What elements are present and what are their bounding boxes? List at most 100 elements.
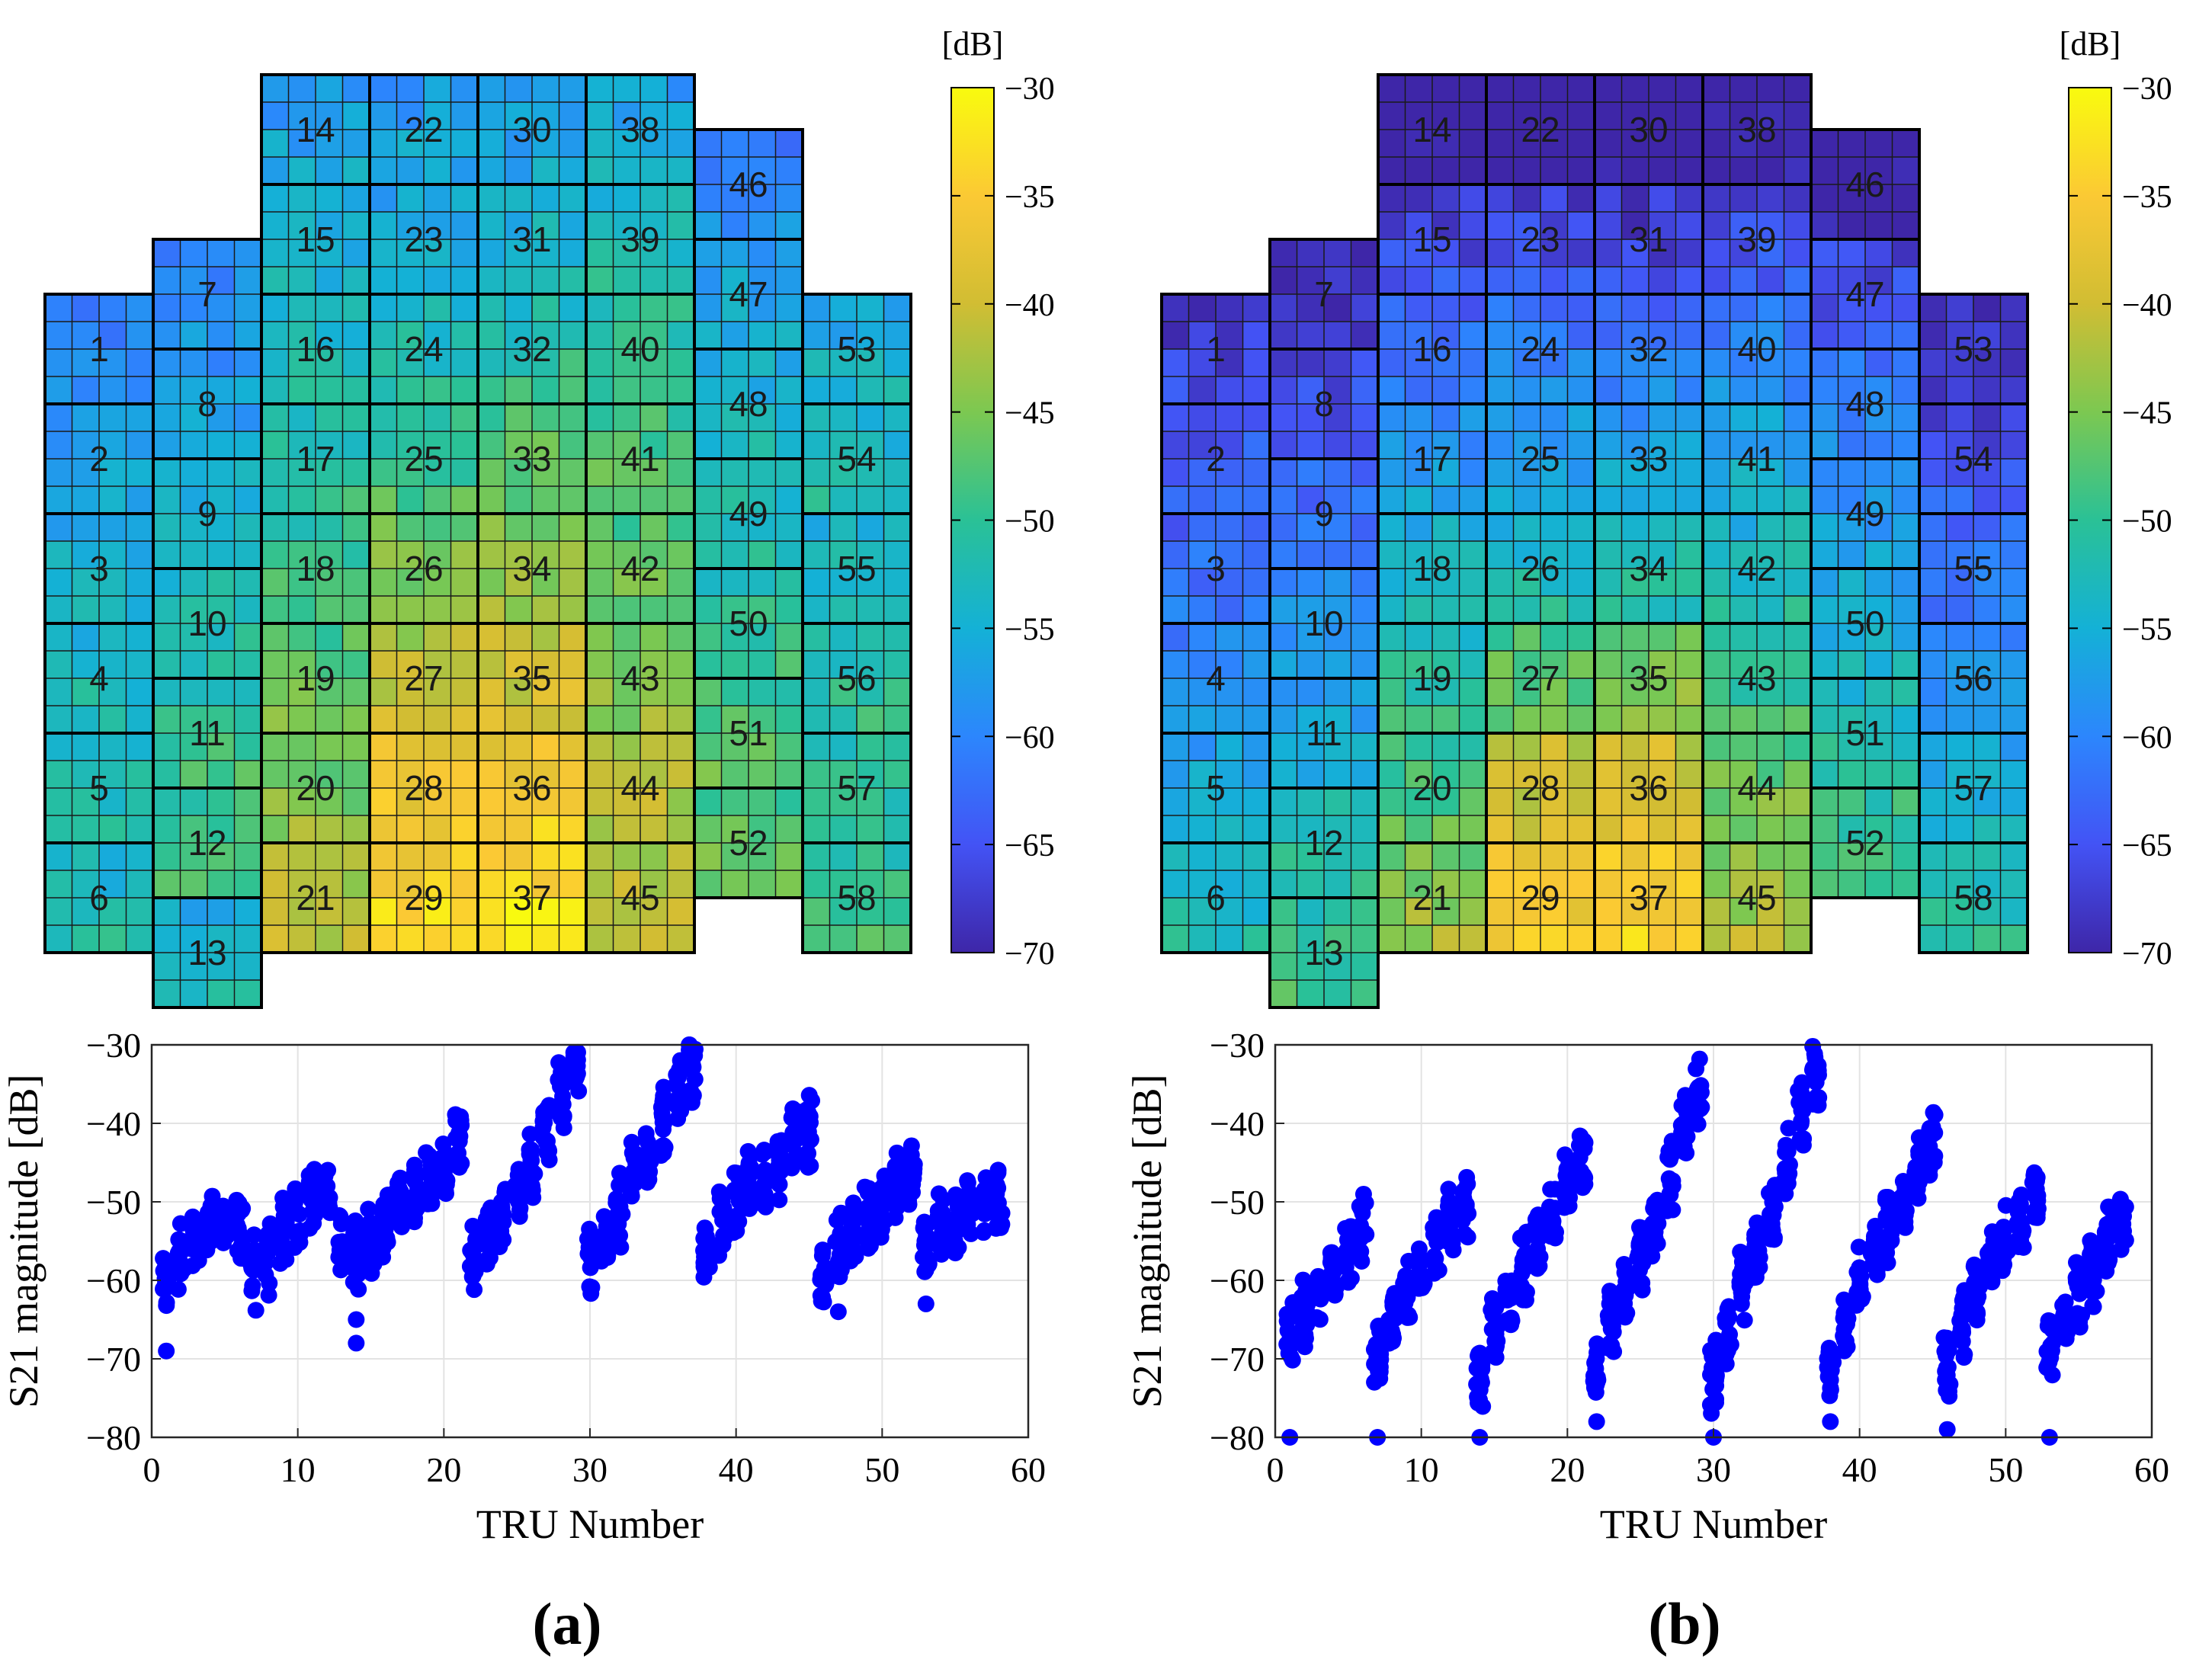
heatmap-cell [1865,267,1893,295]
heatmap-a-tile-borders [43,73,912,1009]
heatmap-cell [1216,294,1244,322]
heatmap-cell [1811,596,1839,624]
heatmap-cell [1432,102,1460,130]
scatter-point [800,1145,817,1162]
tru-label: 25 [404,439,443,479]
heatmap-cell [450,815,479,844]
heatmap-cell [1324,267,1352,295]
heatmap-cell [775,733,803,761]
heatmap-cell [694,376,723,405]
heatmap-cell [478,596,506,624]
heatmap-cell [1946,596,1974,624]
heatmap-cell [1242,788,1271,816]
colorbar-tick-label: −65 [2122,828,2172,863]
heatmap-cell [1378,651,1406,679]
heatmap-cell [1432,596,1460,624]
heatmap-cell [396,184,425,213]
heatmap-cell [829,596,858,624]
heatmap-cell [1838,733,1866,761]
heatmap-cell [261,239,290,267]
heatmap-cell [1973,761,2002,789]
heatmap-cell [1675,706,1704,734]
heatmap-cell [1540,431,1569,460]
heatmap-cell [694,431,723,460]
heatmap-cell [883,431,912,460]
heatmap-cell [1595,294,1623,322]
heatmap-cell [586,486,614,514]
heatmap-cell [180,953,208,981]
heatmap-cell [532,651,560,679]
heatmap-cell [180,239,208,267]
x-tick-label: 60 [1011,1450,1046,1489]
heatmap-cell [1784,733,1812,761]
heatmap-cell [1378,75,1406,103]
heatmap-cell [288,678,316,706]
heatmap-cell [532,898,560,926]
scatter-point [374,1205,392,1222]
heatmap-cell [1324,870,1352,899]
heatmap-cell [1675,815,1704,844]
heatmap-cell [694,678,723,706]
heatmap-cell [316,651,344,679]
heatmap-cell [370,157,398,185]
x-tick-label: 0 [1267,1450,1284,1489]
heatmap-cell [1973,623,2002,652]
heatmap-cell [396,815,425,844]
heatmap-cell [667,404,695,432]
heatmap-cell [1865,212,1893,240]
heatmap-cell [1919,486,1948,514]
heatmap-cell [2000,788,2028,816]
heatmap-cell [1865,239,1893,267]
heatmap-cell [288,651,316,679]
heatmap-cell [667,733,695,761]
heatmap-cell [1270,898,1298,926]
heatmap-cell [1892,322,1920,350]
heatmap-cell [1459,75,1487,103]
heatmap-cell [1242,596,1271,624]
heatmap-cell [1784,130,1812,158]
heatmap-cell [1162,733,1190,761]
tru-label: 33 [1629,439,1668,479]
heatmap-cell [316,212,344,240]
scatter-point [1410,1240,1428,1257]
heatmap-cell [1405,267,1433,295]
heatmap-cell [1730,431,1758,460]
heatmap-cell [2000,815,2028,844]
y-tick-label: −50 [1210,1183,1265,1222]
heatmap-cell [234,376,262,405]
heatmap-cell [99,843,127,871]
heatmap-cell [1513,486,1541,514]
heatmap-cell [1838,459,1866,487]
tru-label: 14 [296,110,335,149]
heatmap-cell [1242,898,1271,926]
heatmap-cell [667,761,695,789]
heatmap-cell [1595,322,1623,350]
heatmap-cell [1432,623,1460,652]
heatmap-cell [424,267,452,295]
tru-label: 41 [620,439,659,479]
heatmap-cell [316,157,344,185]
heatmap-cell [1649,102,1677,130]
tru-label: 46 [729,165,768,204]
heatmap-cell [1649,870,1677,899]
heatmap-cell [667,212,695,240]
heatmap-cell [1675,925,1704,953]
scatter-point [902,1146,920,1164]
heatmap-cell [1405,349,1433,377]
tru-label: 36 [1629,768,1668,808]
scatter-point [1542,1180,1560,1198]
heatmap-cell [1378,843,1406,871]
heatmap-cell [450,623,479,652]
y-tick-label: −80 [86,1418,141,1457]
heatmap-cell [1486,815,1515,844]
heatmap-cell [478,294,506,322]
heatmap-cell [1459,569,1487,597]
heatmap-cell [1297,569,1325,597]
heatmap-cell [1892,788,1920,816]
heatmap-cell [1811,267,1839,295]
heatmap-cell [1973,349,2002,377]
heatmap-cell [775,596,803,624]
heatmap-cell [1188,761,1217,789]
heatmap-cell [1242,486,1271,514]
heatmap-cell [261,651,290,679]
